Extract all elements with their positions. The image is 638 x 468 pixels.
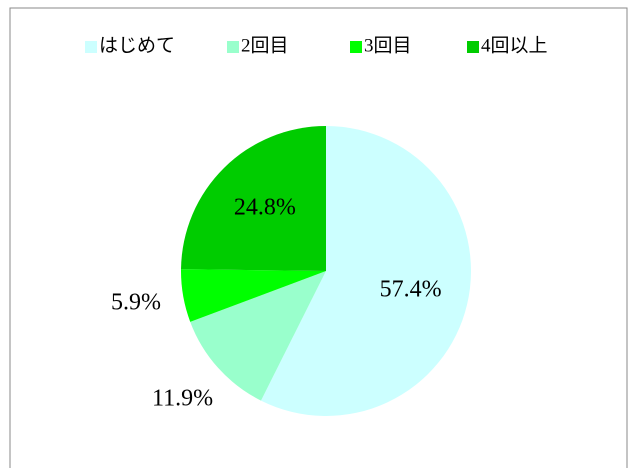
pie-slice — [181, 126, 326, 271]
legend-swatch — [467, 41, 479, 53]
legend-label: 4回以上 — [481, 34, 548, 56]
legend-label: 2回目 — [241, 35, 289, 56]
pie-slice — [260, 126, 471, 416]
legend-swatch — [350, 41, 362, 53]
pie-slice — [181, 269, 326, 322]
value-label: 24.8% — [234, 195, 296, 221]
pie-slice — [190, 271, 326, 401]
legend-swatch — [85, 41, 97, 53]
value-label: 5.9% — [111, 290, 161, 316]
value-label: 11.9% — [152, 385, 213, 411]
legend-label: 3回目 — [364, 35, 412, 56]
legend-label: はじめて — [99, 35, 175, 56]
legend-swatch — [227, 41, 239, 53]
value-label: 57.4% — [380, 277, 442, 303]
